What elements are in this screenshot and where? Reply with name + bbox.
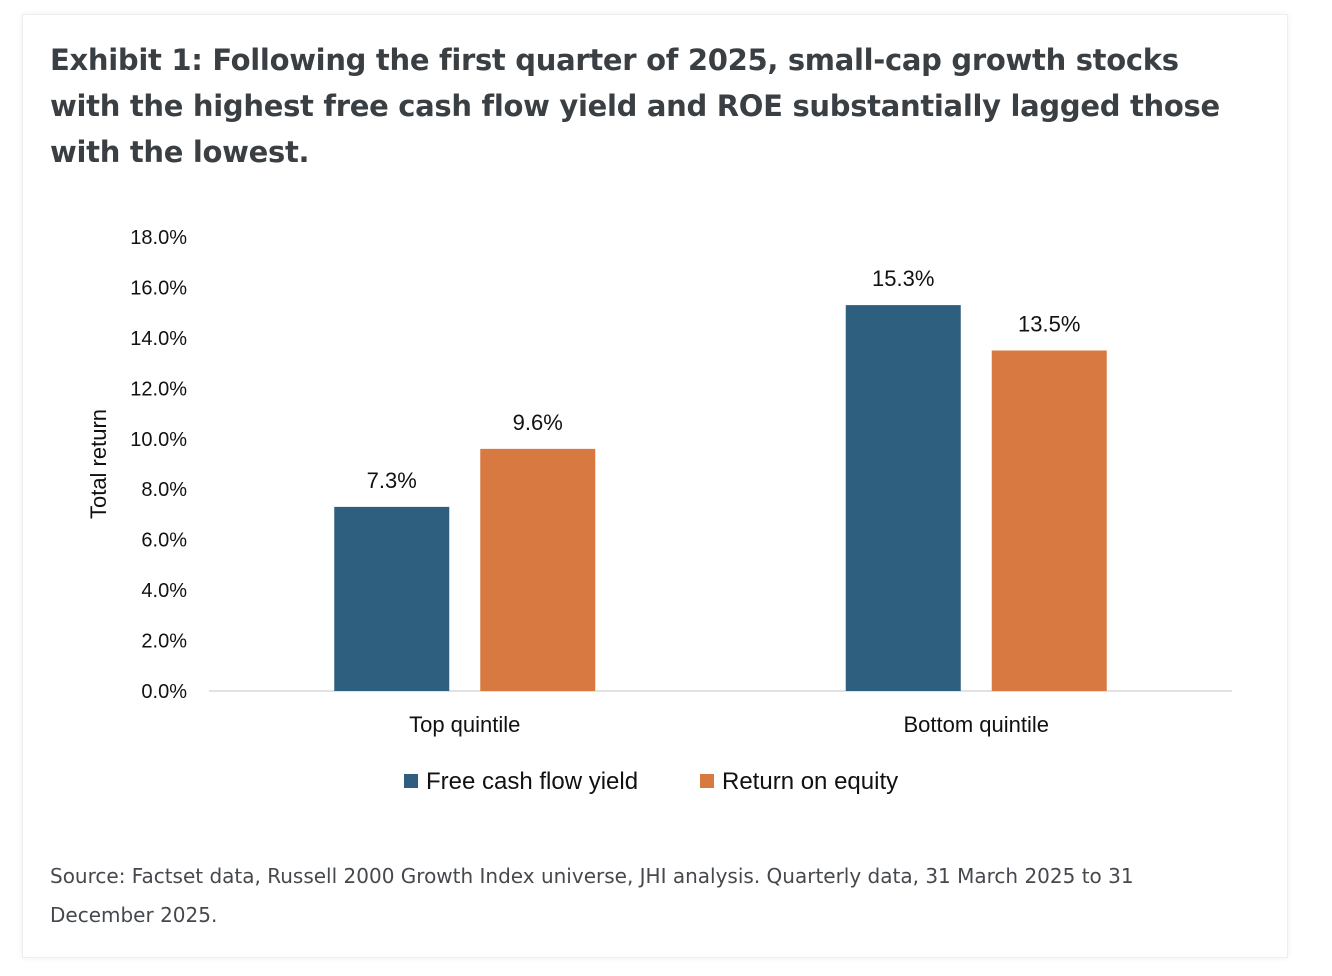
y-axis: 0.0% 2.0% 4.0% 6.0% 8.0% 10.0% 12.0% 14.0% 16.0%… [130,227,187,703]
y-axis-label: Total return [86,409,111,519]
category-label: Top quintile [409,712,520,737]
y-tick-label: 8.0% [141,479,187,501]
y-tick-label: 10.0% [130,429,187,451]
y-tick-label: 6.0% [141,530,187,552]
legend-label: Free cash flow yield [426,768,638,795]
y-tick-label: 16.0% [130,277,187,299]
legend-swatch [700,774,714,788]
y-tick-label: 14.0% [130,328,187,350]
data-label: 15.3% [872,266,934,291]
bar [480,448,596,691]
bar [845,305,961,691]
y-tick-label: 0.0% [141,681,187,703]
legend-label: Return on equity [722,768,898,795]
chart-title: Exhibit 1: Following the first quarter o… [50,43,1220,169]
data-label: 13.5% [1018,312,1080,337]
bar [991,350,1107,691]
category-labels: Top quintile Bottom quintile [409,712,1049,737]
y-tick-label: 18.0% [130,227,187,249]
y-tick-label: 2.0% [141,631,187,653]
y-tick-label: 12.0% [130,378,187,400]
data-label: 9.6% [513,410,563,435]
legend: Free cash flow yield Return on equity [404,768,898,795]
data-label: 7.3% [367,468,417,493]
y-tick-label: 4.0% [141,580,187,602]
data-labels: 7.3% 9.6% 15.3% 13.5% [367,266,1081,493]
source-note: Source: Factset data, Russell 2000 Growt… [50,864,1134,927]
category-label: Bottom quintile [903,712,1049,737]
legend-swatch [404,774,418,788]
bar [334,506,450,691]
bars [334,305,1107,691]
